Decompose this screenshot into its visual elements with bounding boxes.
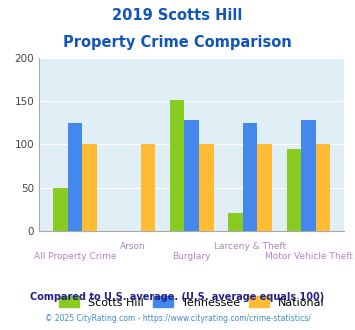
- Bar: [82, 144, 97, 231]
- Bar: [257, 144, 272, 231]
- Bar: [53, 188, 67, 231]
- Bar: [286, 149, 301, 231]
- Bar: [228, 213, 243, 231]
- Text: Motor Vehicle Theft: Motor Vehicle Theft: [264, 252, 353, 261]
- Bar: [170, 100, 184, 231]
- Bar: [199, 144, 214, 231]
- Bar: [141, 144, 155, 231]
- Bar: [184, 120, 199, 231]
- Text: Property Crime Comparison: Property Crime Comparison: [63, 35, 292, 50]
- Text: 2019 Scotts Hill: 2019 Scotts Hill: [112, 8, 243, 23]
- Bar: [301, 120, 316, 231]
- Text: All Property Crime: All Property Crime: [34, 252, 116, 261]
- Legend: Scotts Hill, Tennessee, National: Scotts Hill, Tennessee, National: [55, 292, 329, 312]
- Text: © 2025 CityRating.com - https://www.cityrating.com/crime-statistics/: © 2025 CityRating.com - https://www.city…: [45, 314, 310, 323]
- Bar: [316, 144, 331, 231]
- Text: Compared to U.S. average. (U.S. average equals 100): Compared to U.S. average. (U.S. average …: [31, 292, 324, 302]
- Bar: [243, 123, 257, 231]
- Bar: [67, 123, 82, 231]
- Text: Larceny & Theft: Larceny & Theft: [214, 242, 286, 251]
- Text: Arson: Arson: [120, 242, 146, 251]
- Text: Burglary: Burglary: [173, 252, 211, 261]
